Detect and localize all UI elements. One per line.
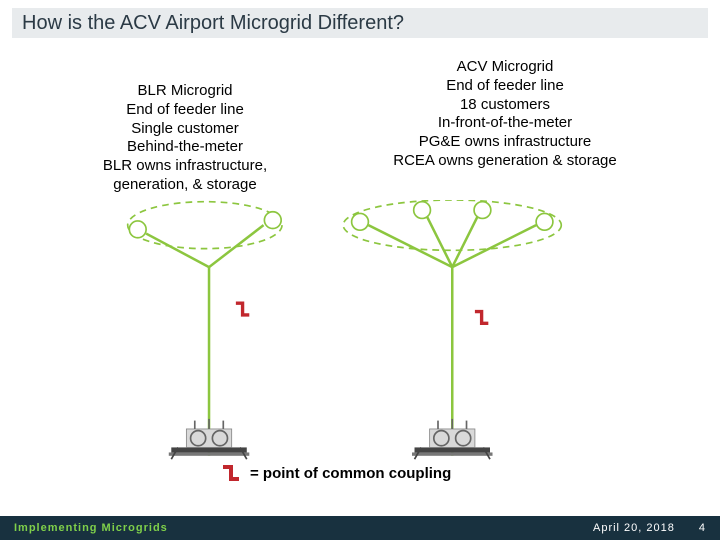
boundary-ellipse [128,202,282,249]
customer-node [129,221,146,238]
blr-description: BLR Microgrid End of feeder line Single … [70,82,300,195]
customer-node [414,202,431,219]
blr-line: Behind-the-meter [70,138,300,157]
customer-node [536,213,553,230]
acv-line: 18 customers [350,96,660,115]
slide: How is the ACV Airport Microgrid Differe… [0,0,720,540]
transformer-icon [412,419,493,459]
title-bar: How is the ACV Airport Microgrid Differe… [12,8,708,38]
pcc-icon [220,464,242,482]
acv-description: ACV Microgrid End of feeder line 18 cust… [350,58,660,171]
blr-line: BLR Microgrid [70,82,300,101]
blr-line: Single customer [70,120,300,139]
footer-date: April 20, 2018 [593,522,675,534]
acv-line: RCEA owns generation & storage [350,152,660,171]
customer-node [474,202,491,219]
blr-line: generation, & storage [70,176,300,195]
legend: = point of common coupling [220,464,451,482]
microgrid-diagram [0,200,720,450]
footer-right: April 20, 2018 4 [593,522,706,534]
acv-line: PG&E owns infrastructure [350,133,660,152]
pcc-icon [475,312,488,324]
legend-text: = point of common coupling [250,465,451,482]
microgrid-tree [128,202,282,459]
microgrid-tree [343,200,561,459]
pcc-icon [236,303,249,315]
footer-left: Implementing Microgrids [14,522,168,534]
acv-line: ACV Microgrid [350,58,660,77]
blr-line: End of feeder line [70,101,300,120]
transformer-icon [169,419,250,459]
diagram-svg [0,200,720,460]
customer-node [352,213,369,230]
blr-line: BLR owns infrastructure, [70,157,300,176]
acv-line: In-front-of-the-meter [350,114,660,133]
acv-line: End of feeder line [350,77,660,96]
slide-title: How is the ACV Airport Microgrid Differe… [22,12,404,35]
boundary-ellipse [343,200,561,250]
footer-page: 4 [699,522,706,534]
customer-node [264,212,281,229]
footer: Implementing Microgrids April 20, 2018 4 [0,516,720,540]
